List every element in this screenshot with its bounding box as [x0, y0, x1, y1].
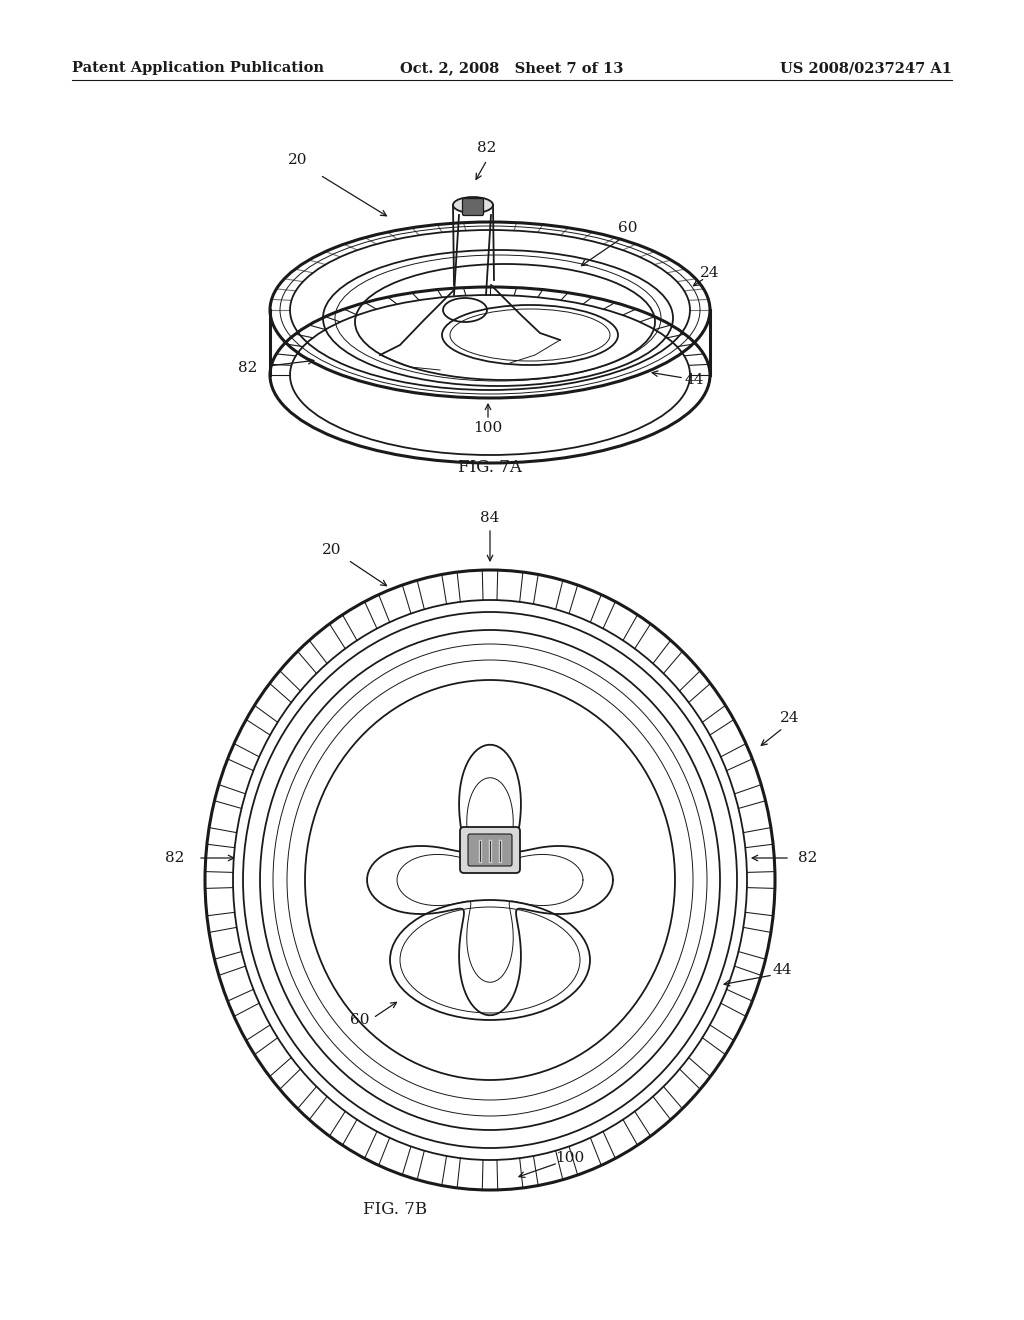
Ellipse shape [453, 197, 493, 213]
FancyBboxPatch shape [460, 828, 520, 873]
Text: 44: 44 [684, 374, 703, 387]
Text: 82: 82 [165, 851, 184, 865]
Text: 20: 20 [323, 543, 342, 557]
Text: 44: 44 [772, 964, 792, 977]
FancyBboxPatch shape [463, 198, 483, 215]
Text: Oct. 2, 2008   Sheet 7 of 13: Oct. 2, 2008 Sheet 7 of 13 [400, 61, 624, 75]
Text: 60: 60 [350, 1012, 370, 1027]
Text: 82: 82 [239, 360, 258, 375]
Text: FIG. 7B: FIG. 7B [362, 1201, 427, 1218]
Text: FIG. 7A: FIG. 7A [458, 459, 522, 477]
Text: 100: 100 [555, 1151, 585, 1166]
Text: Patent Application Publication: Patent Application Publication [72, 61, 324, 75]
FancyBboxPatch shape [468, 834, 512, 866]
Text: 24: 24 [700, 267, 720, 280]
Text: 20: 20 [288, 153, 308, 168]
Text: 100: 100 [473, 421, 503, 436]
Text: 60: 60 [618, 220, 638, 235]
Text: 82: 82 [799, 851, 818, 865]
Text: 84: 84 [480, 511, 500, 525]
Text: 82: 82 [477, 141, 497, 154]
Text: US 2008/0237247 A1: US 2008/0237247 A1 [780, 61, 952, 75]
Text: 24: 24 [780, 711, 800, 725]
